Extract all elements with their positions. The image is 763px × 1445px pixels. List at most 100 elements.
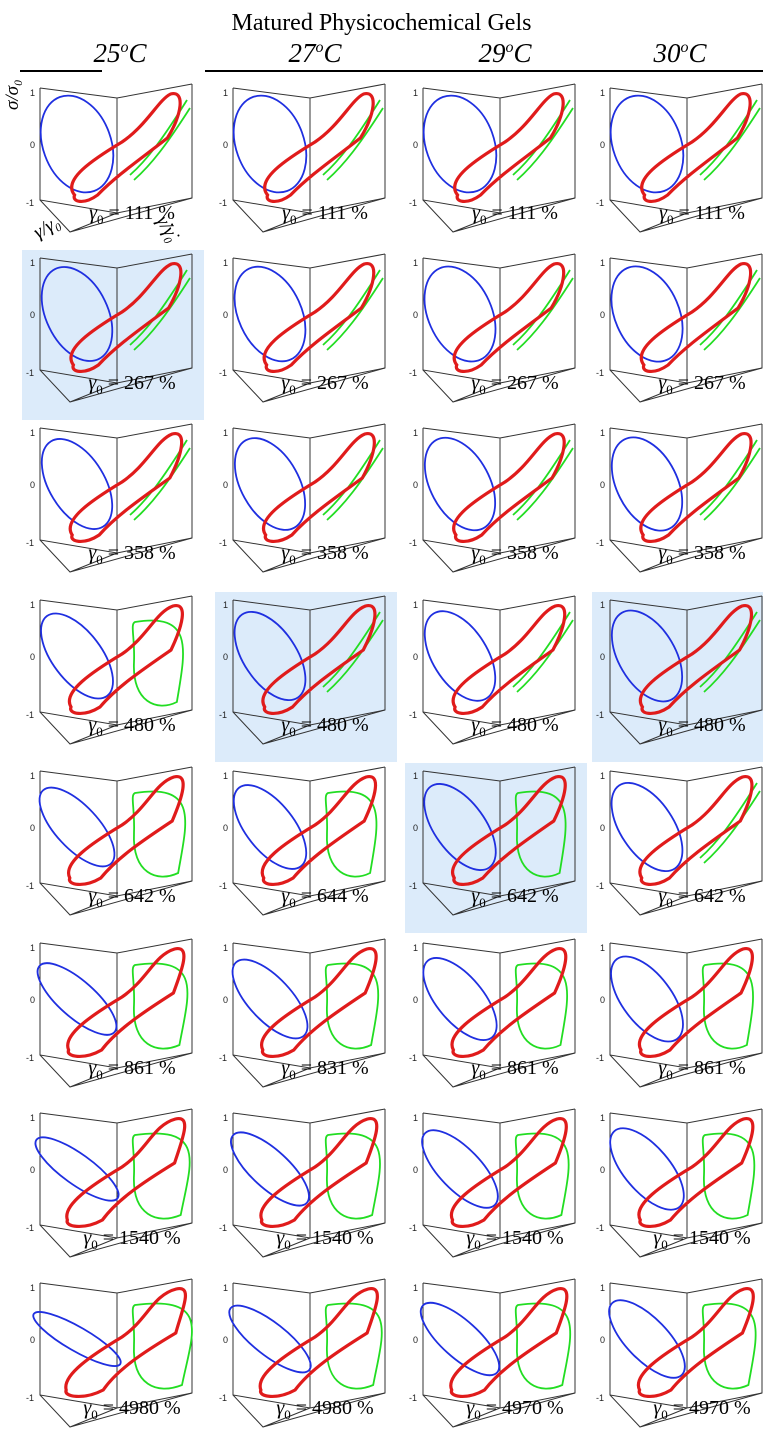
amplitude-value: 861 <box>507 1057 537 1079</box>
elastic-projection-curve <box>610 955 684 1043</box>
plot-floor-edge <box>609 1222 763 1258</box>
gamma-subscript: 0 <box>479 552 486 567</box>
lissajous-3d-curve <box>449 1117 568 1228</box>
amplitude-value: 111 <box>507 202 537 224</box>
gamma-symbol: γ <box>88 542 97 564</box>
amplitude-unit: % <box>541 202 558 224</box>
tick-label: 0 <box>600 995 605 1005</box>
amplitude-unit: % <box>159 885 176 907</box>
gamma-symbol: γ <box>659 202 667 224</box>
lissajous-3d-curve <box>638 604 754 715</box>
lissajous-3d-plot: 1 0 -1 <box>26 595 193 745</box>
column-header-temp: 30 <box>653 38 681 68</box>
tick-label: -1 <box>219 1223 227 1233</box>
amplitude-value: 111 <box>124 202 154 224</box>
tick-label: 0 <box>223 140 228 150</box>
gamma-symbol: γ <box>653 1397 662 1419</box>
lissajous-panel: 1 0 -1 γ0 = 358 % <box>592 420 763 590</box>
gamma-subscript: 0 <box>479 382 486 397</box>
lissajous-3d-curve <box>452 262 566 373</box>
gamma-subscript: 0 <box>479 724 486 739</box>
amplitude-unit: % <box>734 1397 751 1419</box>
gamma-symbol: γ <box>88 885 97 907</box>
strain-amplitude-label: γ0 = 480 % <box>281 714 369 739</box>
gamma-subscript: 0 <box>661 1237 668 1252</box>
tick-label: -1 <box>26 1223 34 1233</box>
viscous-projection-curve <box>514 790 567 878</box>
plot-floor-edge <box>232 1052 386 1088</box>
lissajous-3d-plot: 1 0 -1 <box>596 1278 763 1428</box>
tick-label: -1 <box>219 198 227 208</box>
elastic-projection-curve <box>233 610 307 702</box>
elastic-projection-curve <box>421 1129 499 1209</box>
elastic-projection-curve <box>32 1311 122 1367</box>
tick-label: 1 <box>600 771 605 781</box>
lissajous-panel: 1 0 -1 γ0 = 267 % <box>405 250 587 420</box>
plot-floor-edge <box>422 367 576 403</box>
strain-amplitude-label: γ0 = 642 % <box>88 885 176 910</box>
lissajous-panel: 1 0 -1 γ0 = 480 % <box>405 592 587 762</box>
gamma-symbol: γ <box>276 1397 285 1419</box>
lissajous-3d-curve <box>453 92 565 203</box>
lissajous-panel: 1 0 -1 γ0 = 642 % <box>22 763 204 933</box>
lissajous-panel: 1 0 -1 γ0 = 642 % <box>592 763 763 933</box>
plot-floor-edge <box>422 1222 576 1258</box>
amplitude-value: 642 <box>507 885 537 907</box>
tick-label: -1 <box>219 710 227 720</box>
gamma-subscript: 0 <box>96 724 103 739</box>
tick-label: 1 <box>600 1113 605 1123</box>
gamma-symbol: γ <box>276 1227 285 1249</box>
plot-floor-edge <box>422 880 576 916</box>
tick-label: -1 <box>219 368 227 378</box>
tick-label: -1 <box>596 368 604 378</box>
strain-amplitude-label: γ0 = 4980 % <box>276 1397 374 1422</box>
plot-floor-edge <box>39 1052 193 1088</box>
tick-label: -1 <box>596 1053 604 1063</box>
lissajous-3d-curve <box>65 1117 187 1228</box>
tick-label: 1 <box>413 88 418 98</box>
plot-box-frame <box>232 595 386 726</box>
gamma-subscript: 0 <box>284 1407 291 1422</box>
gamma-subscript: 0 <box>289 382 296 397</box>
amplitude-value: 267 <box>507 372 537 394</box>
lissajous-3d-curve <box>636 1287 755 1398</box>
figure-title: Matured Physicochemical Gels <box>231 10 532 36</box>
amplitude-unit: % <box>164 1227 181 1249</box>
gamma-subscript: 0 <box>289 724 296 739</box>
lissajous-3d-curve <box>259 1117 379 1228</box>
strain-amplitude-label: γ0 = 4980 % <box>83 1397 181 1422</box>
column-header-30: 30oC <box>653 38 707 68</box>
gamma-subscript: 0 <box>96 212 104 227</box>
amplitude-value: 480 <box>317 714 347 736</box>
strain-amplitude-label: γ0 = 480 % <box>88 714 176 739</box>
lissajous-panel: 1 0 -1 γ0 = 267 % <box>22 250 204 420</box>
plot-box-frame <box>609 253 763 384</box>
lissajous-3d-plot: 1 0 -1 <box>409 766 576 916</box>
plot-box-frame <box>609 595 763 726</box>
tick-label: 0 <box>223 995 228 1005</box>
strain-amplitude-label: γ0 = 358 % <box>471 542 559 567</box>
lissajous-3d-plot: 1 0 -1 <box>596 423 763 573</box>
lissajous-panel: 1 0 -1 γ0 = 861 % <box>592 935 763 1105</box>
gamma-subscript: 0 <box>96 552 103 567</box>
tick-label: 0 <box>600 652 605 662</box>
lissajous-panel: 1 0 -1 γ0 = 4980 % <box>215 1275 397 1445</box>
lissajous-panel: 1 0 -1 γ0 = 111 % <box>22 80 204 250</box>
tick-label: 1 <box>600 600 605 610</box>
lissajous-panel: 1 0 -1 γ0 = 480 % <box>215 592 397 762</box>
amplitude-unit: % <box>357 1227 374 1249</box>
amplitude-unit: % <box>352 1057 369 1079</box>
amplitude-unit: % <box>728 202 745 224</box>
amplitude-value: 1540 <box>312 1227 352 1249</box>
strain-amplitude-label: γ0 = 642 % <box>471 885 559 910</box>
lissajous-3d-plot: 1 0 -1 <box>26 83 193 233</box>
amplitude-value: 111 <box>317 202 347 224</box>
gamma-subscript: 0 <box>479 895 486 910</box>
strain-amplitude-label: γ0 = 358 % <box>281 542 369 567</box>
amplitude-value: 644 <box>317 885 347 907</box>
tick-label: -1 <box>409 198 417 208</box>
plot-box-frame <box>232 423 386 554</box>
tick-label: -1 <box>596 538 604 548</box>
elastic-projection-curve <box>232 784 308 870</box>
tick-label: 1 <box>30 1283 35 1293</box>
